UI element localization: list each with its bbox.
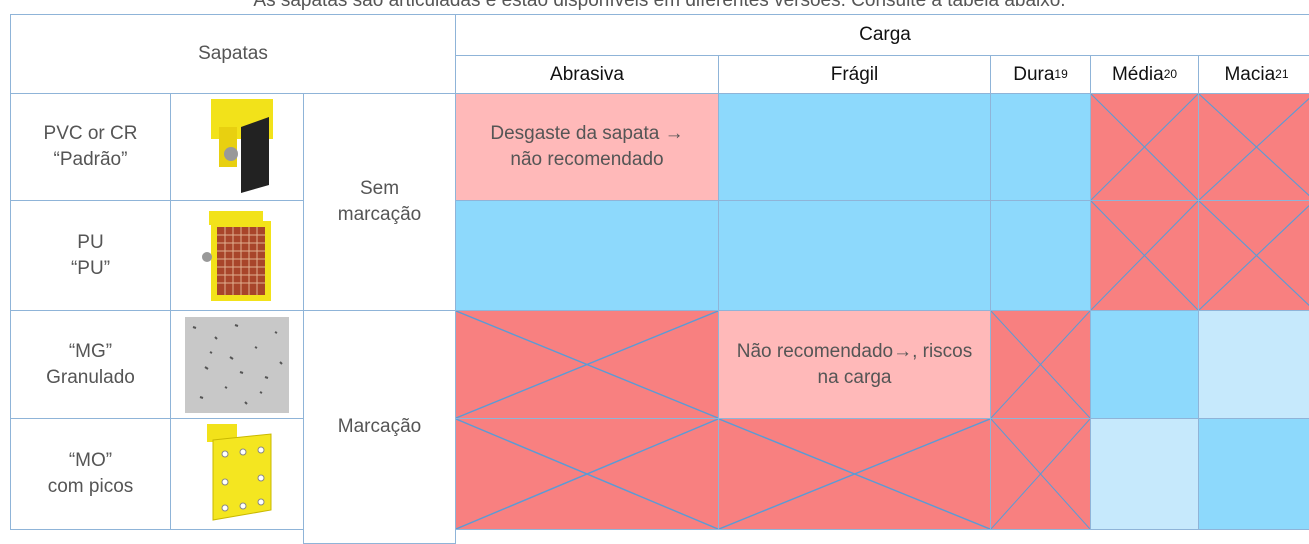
cell-text: Não recomendado→, riscos na carga (718, 310, 991, 419)
group-label: Marcação (303, 310, 456, 544)
cell (455, 200, 719, 311)
header-carga: Carga (455, 14, 1309, 56)
cell-crossed (990, 418, 1091, 530)
cell-crossed (1090, 200, 1199, 311)
column-header: Frágil (718, 55, 991, 94)
label-line: “MO” (68, 450, 113, 472)
column-header: Dura 19 (990, 55, 1091, 94)
cell-crossed (455, 418, 719, 530)
shoe-image (207, 424, 272, 521)
label-line: “Padrão” (53, 149, 128, 170)
caption: As sapatas são articuladas e estão dispo… (253, 0, 1066, 11)
shoe-image (202, 210, 271, 301)
label-line: com picos (47, 476, 134, 497)
image-cell (170, 93, 304, 201)
column-header: Abrasiva (455, 55, 719, 94)
label-line: PVC or CR (43, 123, 138, 145)
cell (990, 93, 1091, 201)
row-label: PVC or CR “Padrão” (10, 93, 171, 201)
shoe-image (211, 99, 273, 193)
header-sapatas: Sapatas (10, 14, 456, 94)
row-label: “MO” com picos (10, 418, 171, 530)
cell (1198, 310, 1309, 419)
page: As sapatas são articuladas e estão dispo… (10, 0, 1309, 544)
column-header: Macia 21 (1198, 55, 1309, 94)
row-label: “MG” Granulado (10, 310, 171, 419)
texture-image (185, 316, 289, 413)
column-text: Frágil (830, 63, 879, 85)
column-text: Abrasiva (550, 63, 624, 85)
cell (718, 200, 991, 311)
column-text: Dura (1013, 63, 1055, 85)
column-header: Média 20 (1090, 55, 1199, 94)
cell-text: Desgaste da sapata → não recomendado (455, 93, 719, 201)
label-line: PU (77, 231, 104, 253)
group-label: Sem marcação (303, 93, 456, 311)
cell-crossed (1198, 200, 1309, 311)
column-text: Macia (1224, 63, 1276, 85)
cell (1198, 418, 1309, 530)
label-line: “MG” (68, 340, 113, 362)
label-line: Granulado (46, 366, 135, 388)
cell-crossed (1198, 93, 1309, 201)
footnote: 21 (1275, 67, 1289, 82)
label-line: “PU” (70, 257, 111, 279)
image-cell (170, 200, 304, 311)
row-label: PU “PU” (10, 200, 171, 311)
footnote: 20 (1163, 67, 1178, 82)
cell-crossed (1090, 93, 1199, 201)
cell (1090, 310, 1199, 419)
footnote: 19 (1054, 67, 1068, 82)
cell (718, 93, 991, 201)
cell-crossed (990, 310, 1091, 419)
cell (1090, 418, 1199, 530)
cell-crossed (718, 418, 991, 530)
cell (990, 200, 1091, 311)
image-cell (170, 418, 304, 530)
image-cell (170, 310, 304, 419)
column-text: Média (1111, 63, 1164, 85)
cell-crossed (455, 310, 719, 419)
